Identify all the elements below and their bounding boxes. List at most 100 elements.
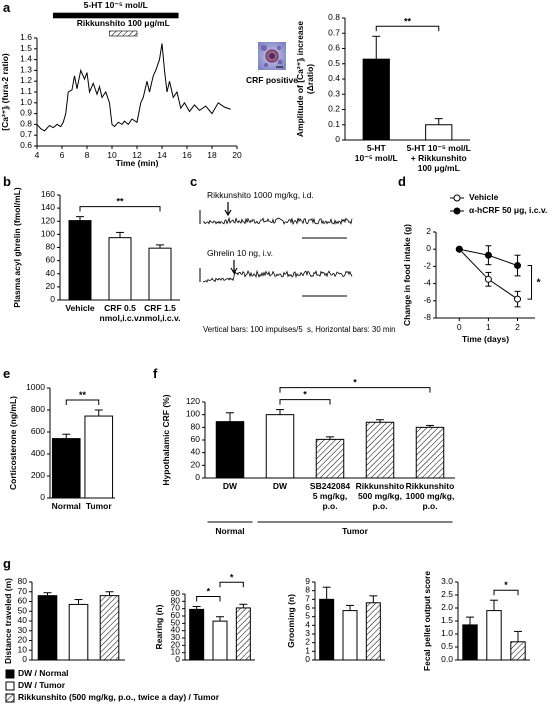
y-axis-label: [Ca²⁺]ᵢ (fura-2 ratio) bbox=[0, 53, 10, 131]
y-axis-label: Plasma acyl ghrelin (fmol/mL) bbox=[12, 187, 22, 308]
bar bbox=[99, 595, 120, 661]
data-point bbox=[484, 275, 492, 283]
y-tick-label-line: -8 bbox=[423, 312, 431, 322]
y-tick-label-line: 0.6 bbox=[328, 43, 340, 53]
treatment-label: 5-HT 10⁻⁵ mol/L bbox=[84, 0, 148, 10]
x-tick-label-line: 1 bbox=[486, 322, 491, 332]
y-tick-label-line: 2.5 bbox=[441, 589, 453, 599]
image-caption-line: CRF positive bbox=[246, 75, 298, 85]
y-tick-label: 2.0 bbox=[441, 602, 453, 612]
y-tick-label-line: 0.7 bbox=[328, 28, 340, 38]
y-axis-label-line: (Δratio) bbox=[305, 64, 315, 94]
category-label-line: + Rikkunshito bbox=[411, 153, 467, 163]
y-tick-label-line: 0.8 bbox=[20, 119, 32, 129]
y-tick-label-line: 0.9 bbox=[20, 108, 32, 118]
x-tick-label: 1 bbox=[486, 322, 491, 332]
y-tick-label: 0.1 bbox=[328, 119, 340, 129]
y-tick-label-line: 100 bbox=[186, 409, 200, 419]
y-tick-label: 90 bbox=[171, 588, 181, 598]
trace-label-line: Rikkunshito 1000 mg/kg, i.d. bbox=[207, 190, 314, 200]
y-tick-label: 160 bbox=[41, 189, 55, 199]
y-tick-label-line: 50 bbox=[171, 618, 181, 628]
x-axis-label: Time (days) bbox=[462, 334, 509, 344]
micrograph-cell bbox=[264, 63, 268, 67]
y-tick-label: 10 bbox=[18, 645, 28, 655]
y-tick-label-line: 1.0 bbox=[441, 628, 453, 638]
y-tick-label-line: 90 bbox=[171, 588, 181, 598]
category-label-line: 500 mg/kg, bbox=[358, 491, 402, 501]
bar bbox=[365, 602, 381, 661]
y-tick-label-line: 0 bbox=[40, 492, 45, 502]
y-tick-label-line: 0 bbox=[195, 472, 200, 482]
y-tick-label-line: 60 bbox=[18, 596, 28, 606]
category-label: SB242084 5 mg/kg, p.o. bbox=[310, 481, 350, 511]
y-tick-label-line: 4 bbox=[305, 620, 310, 630]
x-tick-label: 0 bbox=[457, 322, 462, 332]
y-tick-label-line: 9 bbox=[305, 576, 310, 586]
data-line bbox=[36, 43, 231, 132]
y-tick-label: 0 bbox=[195, 472, 200, 482]
y-axis-label-line: Corticosterone (ng/mL) bbox=[8, 396, 18, 490]
bar bbox=[84, 415, 114, 499]
category-label: Tumor bbox=[86, 501, 113, 511]
panel-label-line: a bbox=[3, 0, 11, 15]
category-label-line: 100 μg/mL bbox=[418, 163, 460, 173]
y-tick-label-line: 5 bbox=[305, 611, 310, 621]
panel-label-line: g bbox=[3, 556, 11, 571]
y-tick-label: 100 bbox=[186, 409, 200, 419]
category-label: Rikkunshito 1000 mg/kg, p.o. bbox=[406, 481, 455, 511]
y-tick-label-line: 1.3 bbox=[20, 65, 32, 75]
y-tick-label: 400 bbox=[31, 448, 45, 458]
x-tick-label-line: 10 bbox=[107, 150, 117, 160]
x-tick-label-line: 16 bbox=[182, 150, 192, 160]
x-tick-label-line: 0 bbox=[457, 322, 462, 332]
significance-bracket bbox=[196, 595, 221, 602]
y-tick-label: 1.3 bbox=[20, 65, 32, 75]
treatment-label: Rikkunshito 100 μg/mL bbox=[77, 18, 170, 28]
bar bbox=[365, 421, 395, 479]
y-tick-label: 40 bbox=[46, 268, 56, 278]
bar bbox=[51, 438, 81, 499]
panel-label-line: b bbox=[3, 174, 11, 189]
y-tick-label: 3 bbox=[305, 628, 310, 638]
panel-label-line: d bbox=[398, 174, 406, 189]
y-tick-label-line: 40 bbox=[171, 625, 181, 635]
y-tick-label: 2 bbox=[305, 637, 310, 647]
y-tick-label-line: 70 bbox=[18, 586, 28, 596]
x-tick-label: 16 bbox=[182, 150, 192, 160]
bar bbox=[415, 426, 445, 479]
significance-label-line: * bbox=[230, 573, 234, 583]
y-tick-label-line: 0.8 bbox=[328, 12, 340, 22]
y-tick-label: 40 bbox=[191, 447, 201, 457]
x-axis-label: Time (min) bbox=[116, 158, 159, 168]
legend-marker bbox=[453, 207, 461, 215]
y-axis-label: Grooming (n) bbox=[286, 594, 296, 648]
image-caption: CRF positive bbox=[246, 75, 298, 85]
legend-swatch bbox=[5, 669, 15, 679]
category-label-line: 10⁻⁵ mol/L bbox=[355, 153, 398, 163]
panel-label-line: e bbox=[3, 366, 10, 381]
x-axis-label-line: Time (days) bbox=[462, 334, 509, 344]
bar bbox=[425, 124, 453, 141]
y-tick-label: 1.0 bbox=[441, 628, 453, 638]
panel-label: g bbox=[3, 556, 11, 571]
bar bbox=[315, 438, 345, 479]
y-tick-label-line: 20 bbox=[191, 460, 201, 470]
y-tick-label: 7 bbox=[305, 594, 310, 604]
injection-arrow bbox=[230, 260, 238, 275]
y-axis-label: Corticosterone (ng/mL) bbox=[8, 396, 18, 490]
category-label-line: 5-HT 10⁻⁵ mol/L bbox=[407, 143, 471, 153]
category-label: 5-HT 10⁻⁵ mol/L + Rikkunshito 100 μg/mL bbox=[407, 143, 471, 173]
y-tick-label-line: 0 bbox=[50, 294, 55, 304]
legend-label: DW / Tumor bbox=[18, 680, 66, 690]
y-tick-label: 120 bbox=[41, 216, 55, 226]
y-tick-label-line: 3.0 bbox=[441, 576, 453, 586]
y-tick-label: 40 bbox=[171, 625, 181, 635]
significance-label: ** bbox=[79, 390, 87, 400]
y-tick-label: 1.4 bbox=[20, 54, 32, 64]
y-axis-label-line: Grooming (n) bbox=[286, 594, 296, 648]
y-tick-label-line: -6 bbox=[423, 295, 431, 305]
y-tick-label-line: 140 bbox=[41, 202, 55, 212]
significance-label-line: * bbox=[504, 581, 508, 591]
y-tick-label-line: 2 bbox=[305, 637, 310, 647]
